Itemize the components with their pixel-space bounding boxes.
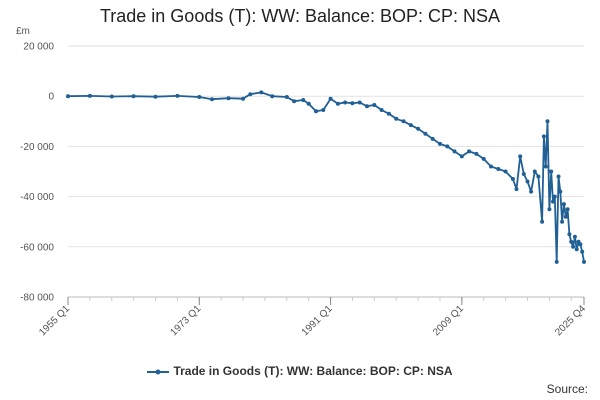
data-point[interactable] [571,244,576,249]
y-tick-label: -40 000 [20,192,54,203]
data-point[interactable] [567,232,572,237]
grid-lines [68,45,584,298]
data-point[interactable] [536,174,541,179]
data-point[interactable] [248,92,253,97]
data-point[interactable] [525,179,530,184]
data-point[interactable] [401,119,406,124]
legend-label: Trade in Goods (T): WW: Balance: BOP: CP… [173,364,453,378]
series-path[interactable] [67,91,585,263]
data-point[interactable] [226,96,231,101]
data-point[interactable] [574,247,579,252]
data-point[interactable] [259,90,264,95]
data-point[interactable] [561,202,566,207]
data-point[interactable] [87,93,92,98]
data-point[interactable] [481,156,486,161]
data-point[interactable] [284,95,289,99]
data-point[interactable] [503,169,508,174]
data-point[interactable] [372,103,377,107]
data-point[interactable] [301,98,306,102]
data-point[interactable] [241,96,245,101]
data-point[interactable] [560,219,565,224]
data-point[interactable] [554,259,559,264]
data-point[interactable] [556,174,561,179]
data-point[interactable] [335,101,340,106]
y-tick-label: 0 [48,92,54,103]
data-point[interactable] [394,116,399,121]
data-point[interactable] [210,97,214,102]
data-point[interactable] [408,123,413,128]
data-point[interactable] [350,101,355,106]
data-point[interactable] [423,131,428,136]
y-tick-label: 20 000 [23,42,54,53]
data-point[interactable] [175,93,180,98]
data-point[interactable] [445,144,450,149]
data-point[interactable] [197,95,202,99]
data-point[interactable] [578,242,583,247]
data-point[interactable] [357,100,362,105]
data-point[interactable] [547,207,552,212]
source-label: Source: [546,382,588,396]
data-point[interactable] [270,94,275,99]
x-tick-label: 1991 Q1 [300,303,335,338]
data-point[interactable] [474,151,479,156]
data-point[interactable] [529,189,534,194]
data-point[interactable] [365,104,369,109]
data-point[interactable] [386,111,391,116]
y-tick-label: -20 000 [20,142,54,153]
data-point[interactable] [580,249,585,254]
data-point[interactable] [328,96,333,101]
y-tick-label: -60 000 [20,242,54,253]
y-unit-label: £m [16,26,30,37]
legend-marker-icon [147,369,170,375]
x-tick-label: 1955 Q1 [37,303,72,338]
data-point[interactable] [558,189,563,194]
data-point[interactable] [109,94,114,99]
data-point[interactable] [563,214,568,219]
axes: 20 000 0 -20 000 -40 000 -60 000 -80 0001955 … [20,42,588,339]
data-point[interactable] [314,109,318,114]
data-point[interactable] [467,149,472,154]
data-point[interactable] [551,199,555,204]
data-point[interactable] [582,259,586,264]
data-point[interactable] [66,94,70,99]
data-point[interactable] [496,167,501,171]
data-point[interactable] [545,119,550,124]
legend[interactable]: Trade in Goods (T): WW: Balance: BOP: CP… [0,364,600,378]
data-point[interactable] [292,99,297,104]
data-point[interactable] [565,207,570,212]
data-point[interactable] [416,126,421,131]
x-tick-label: 2025 Q4 [553,303,588,338]
data-point[interactable] [572,234,577,239]
chart-title: Trade in Goods (T): WW: Balance: BOP: CP… [99,6,501,26]
data-point[interactable] [514,187,519,192]
data-point[interactable] [459,154,464,159]
data-point[interactable] [452,149,457,154]
data-point[interactable] [430,136,435,141]
data-point[interactable] [153,94,158,99]
data-point[interactable] [438,141,442,146]
data-point[interactable] [541,134,546,139]
data-point[interactable] [543,164,548,169]
data-point[interactable] [306,101,311,106]
data-point[interactable] [518,154,523,159]
data-point[interactable] [489,164,493,169]
y-tick-label: -80 000 [20,293,54,304]
data-point[interactable] [321,108,326,112]
data-point[interactable] [510,177,515,181]
data-point[interactable] [521,172,526,176]
data-point[interactable] [343,100,348,105]
x-tick-label: 2009 Q1 [431,303,466,338]
series-line [66,90,586,264]
data-point[interactable] [569,239,574,244]
data-point[interactable] [549,169,554,174]
data-point[interactable] [552,194,557,199]
x-tick-label: 1973 Q1 [168,303,203,338]
data-point[interactable] [131,94,136,99]
data-point[interactable] [532,169,537,174]
data-point[interactable] [379,108,384,112]
data-point[interactable] [540,219,545,224]
